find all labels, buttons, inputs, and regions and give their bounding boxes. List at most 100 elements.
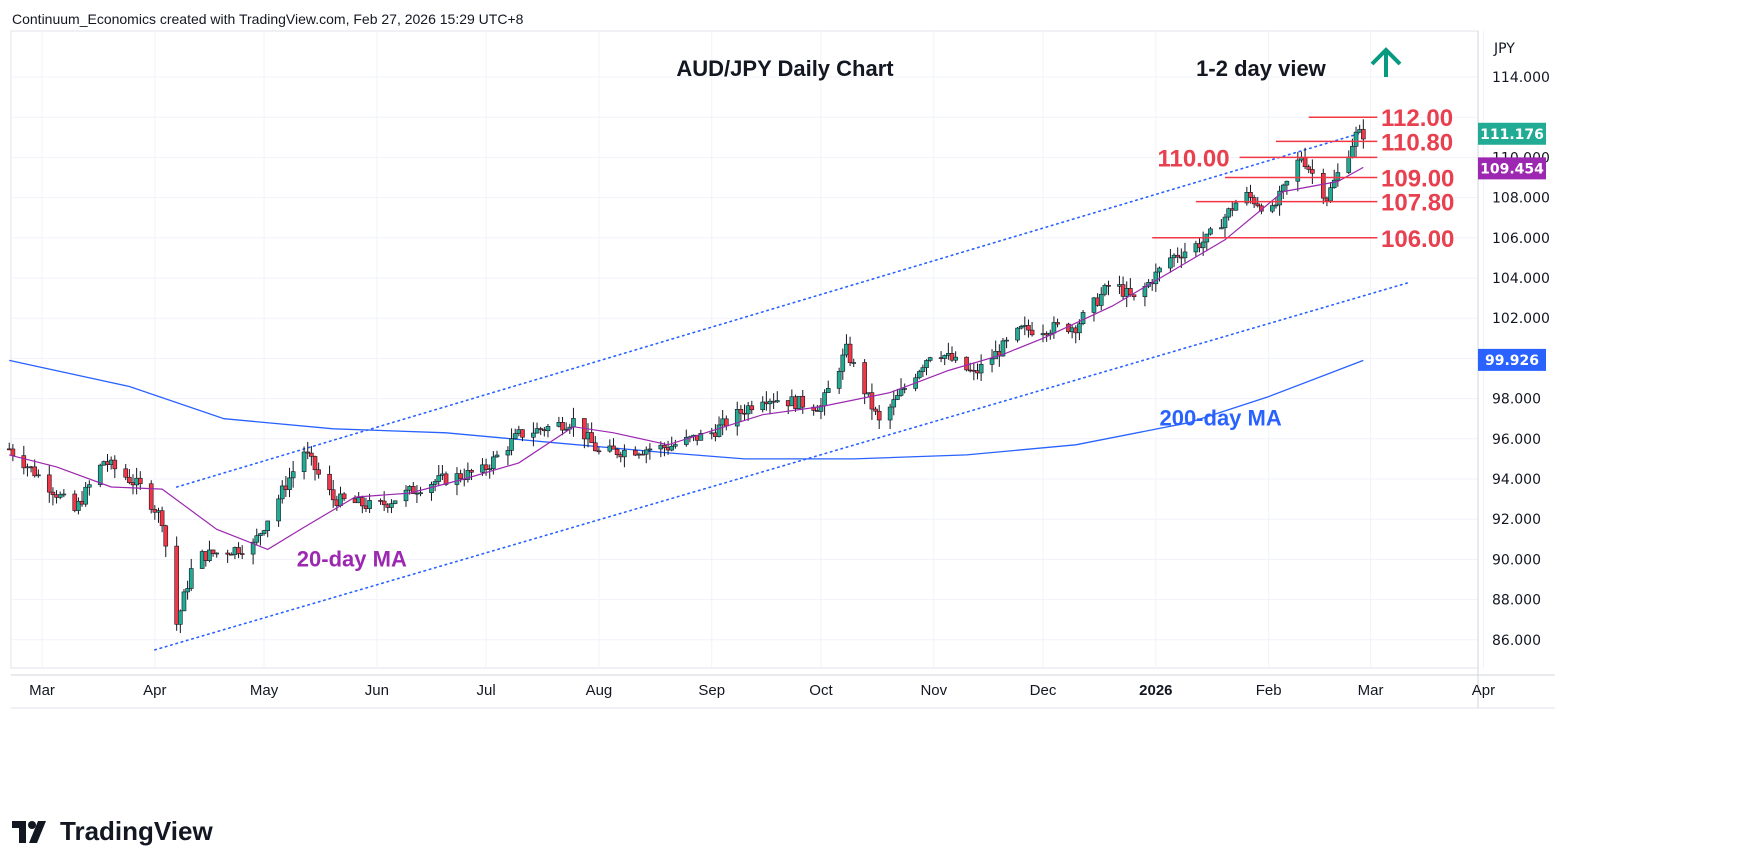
candle-body (1277, 190, 1282, 206)
candle-body (1168, 257, 1173, 269)
candle-body (483, 464, 489, 470)
candle-body (1295, 159, 1301, 182)
candle-body (148, 483, 154, 510)
candle-body (512, 433, 518, 439)
candle-body (1310, 169, 1315, 174)
candle-body (1233, 202, 1239, 211)
candle-body (185, 588, 190, 593)
candle-body (869, 392, 875, 410)
candle-body (330, 489, 336, 501)
candle-body (724, 418, 729, 427)
candle-body (1248, 192, 1253, 198)
candle-body (127, 476, 132, 483)
y-tick-label: 108.000 (1492, 191, 1550, 207)
candle-body (1251, 197, 1257, 205)
candle-body (469, 470, 474, 473)
candle-body (589, 432, 594, 444)
candle-body (1128, 288, 1133, 296)
candle-body (1335, 172, 1341, 181)
candle-body (1153, 271, 1159, 285)
y-tick-label: 106.000 (1492, 231, 1550, 247)
candle-body (258, 533, 263, 537)
candle-body (261, 530, 267, 534)
candle-body (774, 400, 780, 403)
candle-body (1200, 241, 1206, 249)
candle-body (643, 449, 649, 455)
candle-body (571, 418, 576, 428)
candle-body (57, 494, 63, 498)
candle-body (862, 362, 867, 395)
up-arrow-icon (1370, 47, 1402, 77)
y-tick-label: 88.000 (1492, 593, 1541, 609)
ma20-layer (9, 166, 1364, 551)
y-tick-label: 102.000 (1492, 311, 1550, 327)
candle-body (46, 474, 52, 493)
y-tick-label: 98.000 (1492, 392, 1541, 408)
chart-attribution: Continuum_Economics created with Trading… (12, 11, 524, 27)
candle-body (309, 452, 314, 457)
x-tick-label: Mar (29, 682, 55, 699)
candle-body (662, 444, 667, 448)
x-tick-label: Sep (698, 682, 725, 699)
candle-body (1284, 180, 1290, 186)
candle-body (1350, 145, 1355, 158)
candle-body (403, 489, 409, 502)
candle-body (545, 426, 551, 432)
candle-body (301, 451, 307, 472)
tradingview-brand[interactable]: TradingView (12, 816, 213, 847)
candle-body (1219, 227, 1224, 230)
axes-layer: JPY 86.000 88.000 90.000 92.000 94.000 96.000 9… (11, 31, 1555, 709)
level-label-107.80: 107.80 (1381, 190, 1454, 217)
annotations-layer: AUD/JPY Daily Chart 1-2 day view 20-day MA… (297, 47, 1402, 571)
candle-body (327, 473, 332, 491)
candle-body (596, 450, 602, 453)
candle-body (123, 468, 129, 478)
price-tag-label: 111.176 (1480, 127, 1544, 143)
candle-body (276, 498, 281, 522)
candle-body (1255, 203, 1261, 207)
candle-body (225, 552, 230, 555)
candle-body (1077, 323, 1082, 334)
candle-body (163, 525, 169, 547)
level-label-110.00: 110.00 (1157, 145, 1229, 172)
candle-body (1018, 325, 1024, 329)
candle-body (21, 455, 27, 469)
candle-body (698, 433, 704, 441)
candle-body (210, 549, 216, 555)
x-tick-label: Apr (143, 682, 166, 699)
candle-body (647, 448, 653, 451)
candle-body (418, 492, 423, 495)
candle-body (891, 399, 897, 408)
x-tick-label: May (250, 682, 279, 699)
candle-body (949, 353, 955, 361)
candle-body (265, 520, 270, 531)
candle-body (83, 486, 88, 505)
candle-body (1080, 312, 1086, 325)
x-tick-label: Jun (365, 682, 389, 699)
x-tick-label: Mar (1358, 682, 1384, 699)
candle-body (410, 486, 416, 494)
candle-body (734, 408, 740, 427)
candle-body (465, 470, 471, 480)
candle-body (1361, 129, 1366, 140)
candle-body (738, 408, 744, 414)
y-tick-label: 104.000 (1492, 271, 1550, 287)
candle-body (1302, 157, 1308, 168)
candle-body (964, 356, 969, 371)
x-tick-label: 2026 (1139, 682, 1172, 699)
x-tick-label: Apr (1472, 682, 1495, 699)
candle-body (287, 477, 292, 490)
candle-body (487, 468, 493, 471)
channel-layer (154, 130, 1412, 651)
y-tick-label: 114.000 (1492, 70, 1550, 86)
price-tag-bg (1478, 348, 1546, 371)
candle-body (1280, 184, 1286, 192)
candle-body (840, 354, 846, 372)
candle-body (1098, 293, 1104, 306)
candle-body (137, 477, 143, 485)
candle-body (1222, 216, 1228, 229)
candle-body (436, 475, 442, 482)
candle-body (895, 395, 900, 400)
ma20-line (9, 166, 1364, 551)
